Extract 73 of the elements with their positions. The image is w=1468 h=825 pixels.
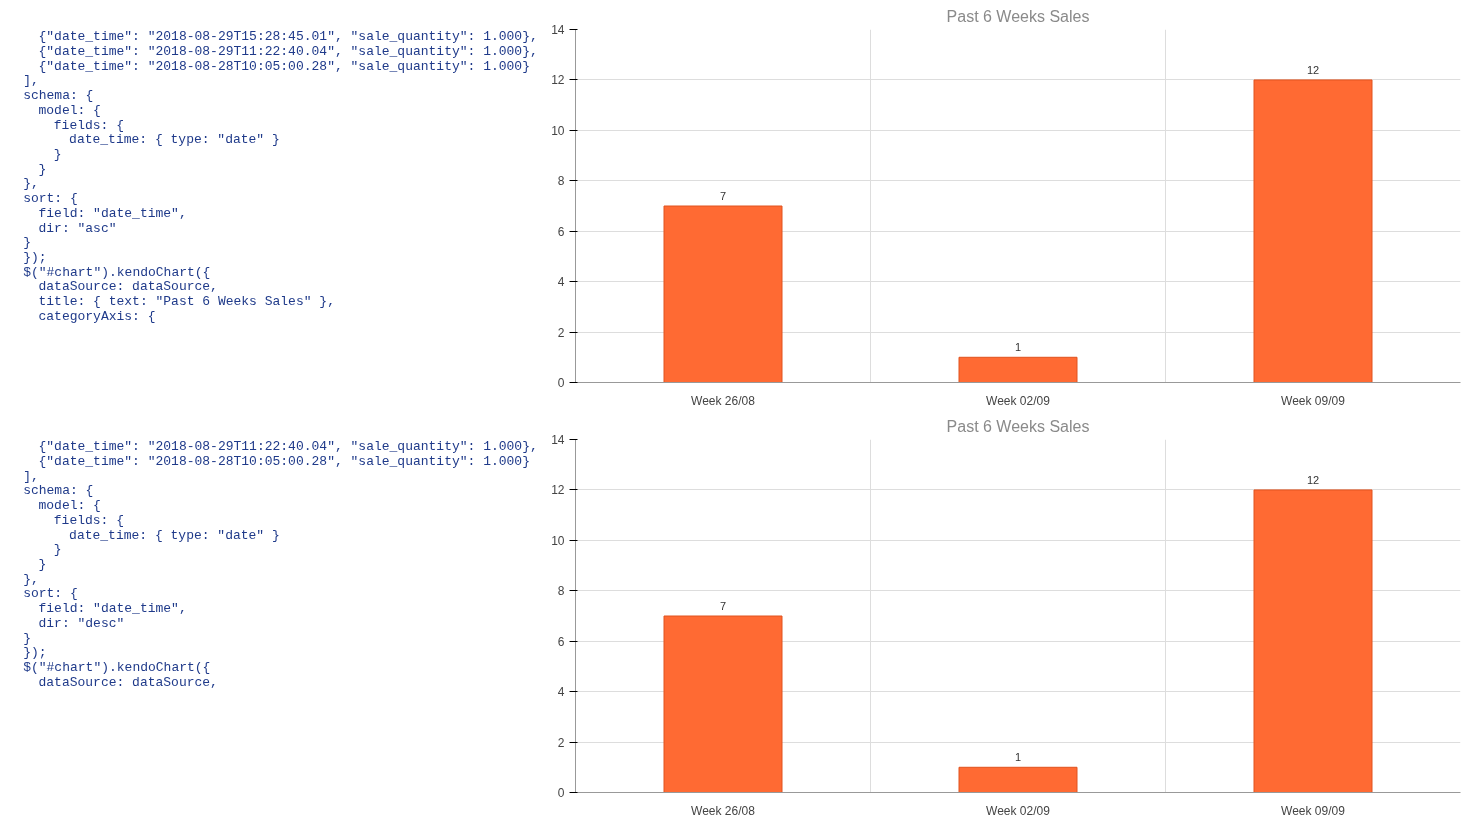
y-tick-label: 12 bbox=[551, 483, 565, 498]
y-tick-label: 0 bbox=[557, 786, 565, 800]
y-tick-label: 12 bbox=[551, 73, 565, 88]
y-tick-label: 14 bbox=[551, 433, 565, 447]
y-tick-label: 8 bbox=[557, 584, 565, 599]
text: } bbox=[53, 542, 62, 558]
text: title: { text: "Past 6 Weeks Sales" }, bbox=[38, 294, 335, 310]
y-tick-label: 4 bbox=[557, 275, 565, 290]
text: dataSource: dataSource, bbox=[38, 674, 218, 690]
text: dir: "desc" bbox=[38, 615, 125, 631]
text: sort: { bbox=[23, 586, 78, 602]
text: {"date_time": "2018-08-29T15:28:45.01", "sale_quantity": 1.000}, bbox=[38, 29, 538, 45]
text: {"date_time": "2018-08-28T10:05:00.28", "sale_quantity": 1.000} bbox=[38, 58, 530, 74]
text: } bbox=[38, 161, 47, 177]
chart-title: Past 6 Weeks Sales bbox=[946, 417, 1090, 435]
text: sort: { bbox=[23, 191, 78, 207]
text: schema: { bbox=[23, 88, 94, 104]
text: ], bbox=[23, 73, 39, 89]
x-tick-label: Week 09/09 bbox=[1281, 803, 1346, 818]
y-tick-label: 2 bbox=[557, 325, 565, 340]
text: model: { bbox=[38, 102, 101, 118]
text: } bbox=[23, 235, 31, 251]
data-label: 12 bbox=[1306, 473, 1320, 486]
bar bbox=[1253, 79, 1373, 383]
data-label: 1 bbox=[1014, 751, 1022, 764]
text: {"date_time": "2018-08-28T10:05:00.28", "sale_quantity": 1.000} bbox=[38, 454, 530, 470]
x-tick-label: Week 26/08 bbox=[691, 393, 756, 408]
bar bbox=[958, 766, 1078, 793]
text: schema: { bbox=[23, 483, 94, 499]
text: fields: { bbox=[53, 117, 125, 133]
text: } bbox=[23, 630, 31, 646]
data-label: 12 bbox=[1306, 63, 1320, 76]
x-tick-label: Week 09/09 bbox=[1281, 393, 1346, 408]
text: }, bbox=[23, 176, 39, 192]
bar bbox=[958, 356, 1078, 383]
text: ], bbox=[23, 468, 39, 484]
text: $("#chart").kendoChart({ bbox=[23, 659, 211, 675]
y-tick-label: 2 bbox=[557, 735, 565, 750]
text: fields: { bbox=[53, 512, 125, 528]
text: {"date_time": "2018-08-29T11:22:40.04", "sale_quantity": 1.000}, bbox=[38, 44, 538, 60]
y-tick-label: 8 bbox=[557, 174, 565, 189]
text: dir: "asc" bbox=[38, 220, 117, 236]
text: field: "date_time", bbox=[38, 601, 187, 617]
bar bbox=[663, 615, 783, 793]
text: $("#chart").kendoChart({ bbox=[23, 264, 211, 280]
bar bbox=[663, 205, 783, 383]
text: dataSource: dataSource, bbox=[38, 279, 218, 295]
y-tick-label: 4 bbox=[557, 685, 565, 700]
chart-title: Past 6 Weeks Sales bbox=[946, 7, 1090, 25]
data-label: 7 bbox=[719, 190, 727, 202]
text: } bbox=[38, 557, 47, 573]
text: date_time: { type: "date" } bbox=[69, 132, 280, 148]
y-tick-label: 10 bbox=[551, 533, 565, 548]
text: date_time: { type: "date" } bbox=[69, 527, 280, 543]
text: model: { bbox=[38, 498, 101, 514]
text: }, bbox=[23, 571, 39, 587]
text: } bbox=[53, 147, 62, 163]
text: field: "date_time", bbox=[38, 205, 187, 221]
y-tick-label: 10 bbox=[551, 123, 565, 138]
text: {"date_time": "2018-08-29T11:22:40.04", "sale_quantity": 1.000}, bbox=[38, 439, 538, 455]
text: categoryAxis: { bbox=[38, 308, 156, 324]
data-label: 7 bbox=[719, 600, 727, 612]
bar bbox=[1253, 489, 1373, 793]
y-tick-label: 6 bbox=[557, 634, 565, 649]
x-tick-label: Week 26/08 bbox=[691, 803, 756, 818]
y-tick-label: 14 bbox=[551, 23, 565, 37]
x-tick-label: Week 02/09 bbox=[986, 803, 1051, 818]
y-tick-label: 0 bbox=[557, 376, 565, 390]
text: }); bbox=[23, 645, 47, 661]
text: }); bbox=[23, 249, 47, 265]
y-tick-label: 6 bbox=[557, 224, 565, 239]
x-tick-label: Week 02/09 bbox=[986, 393, 1051, 408]
data-label: 1 bbox=[1014, 341, 1022, 354]
